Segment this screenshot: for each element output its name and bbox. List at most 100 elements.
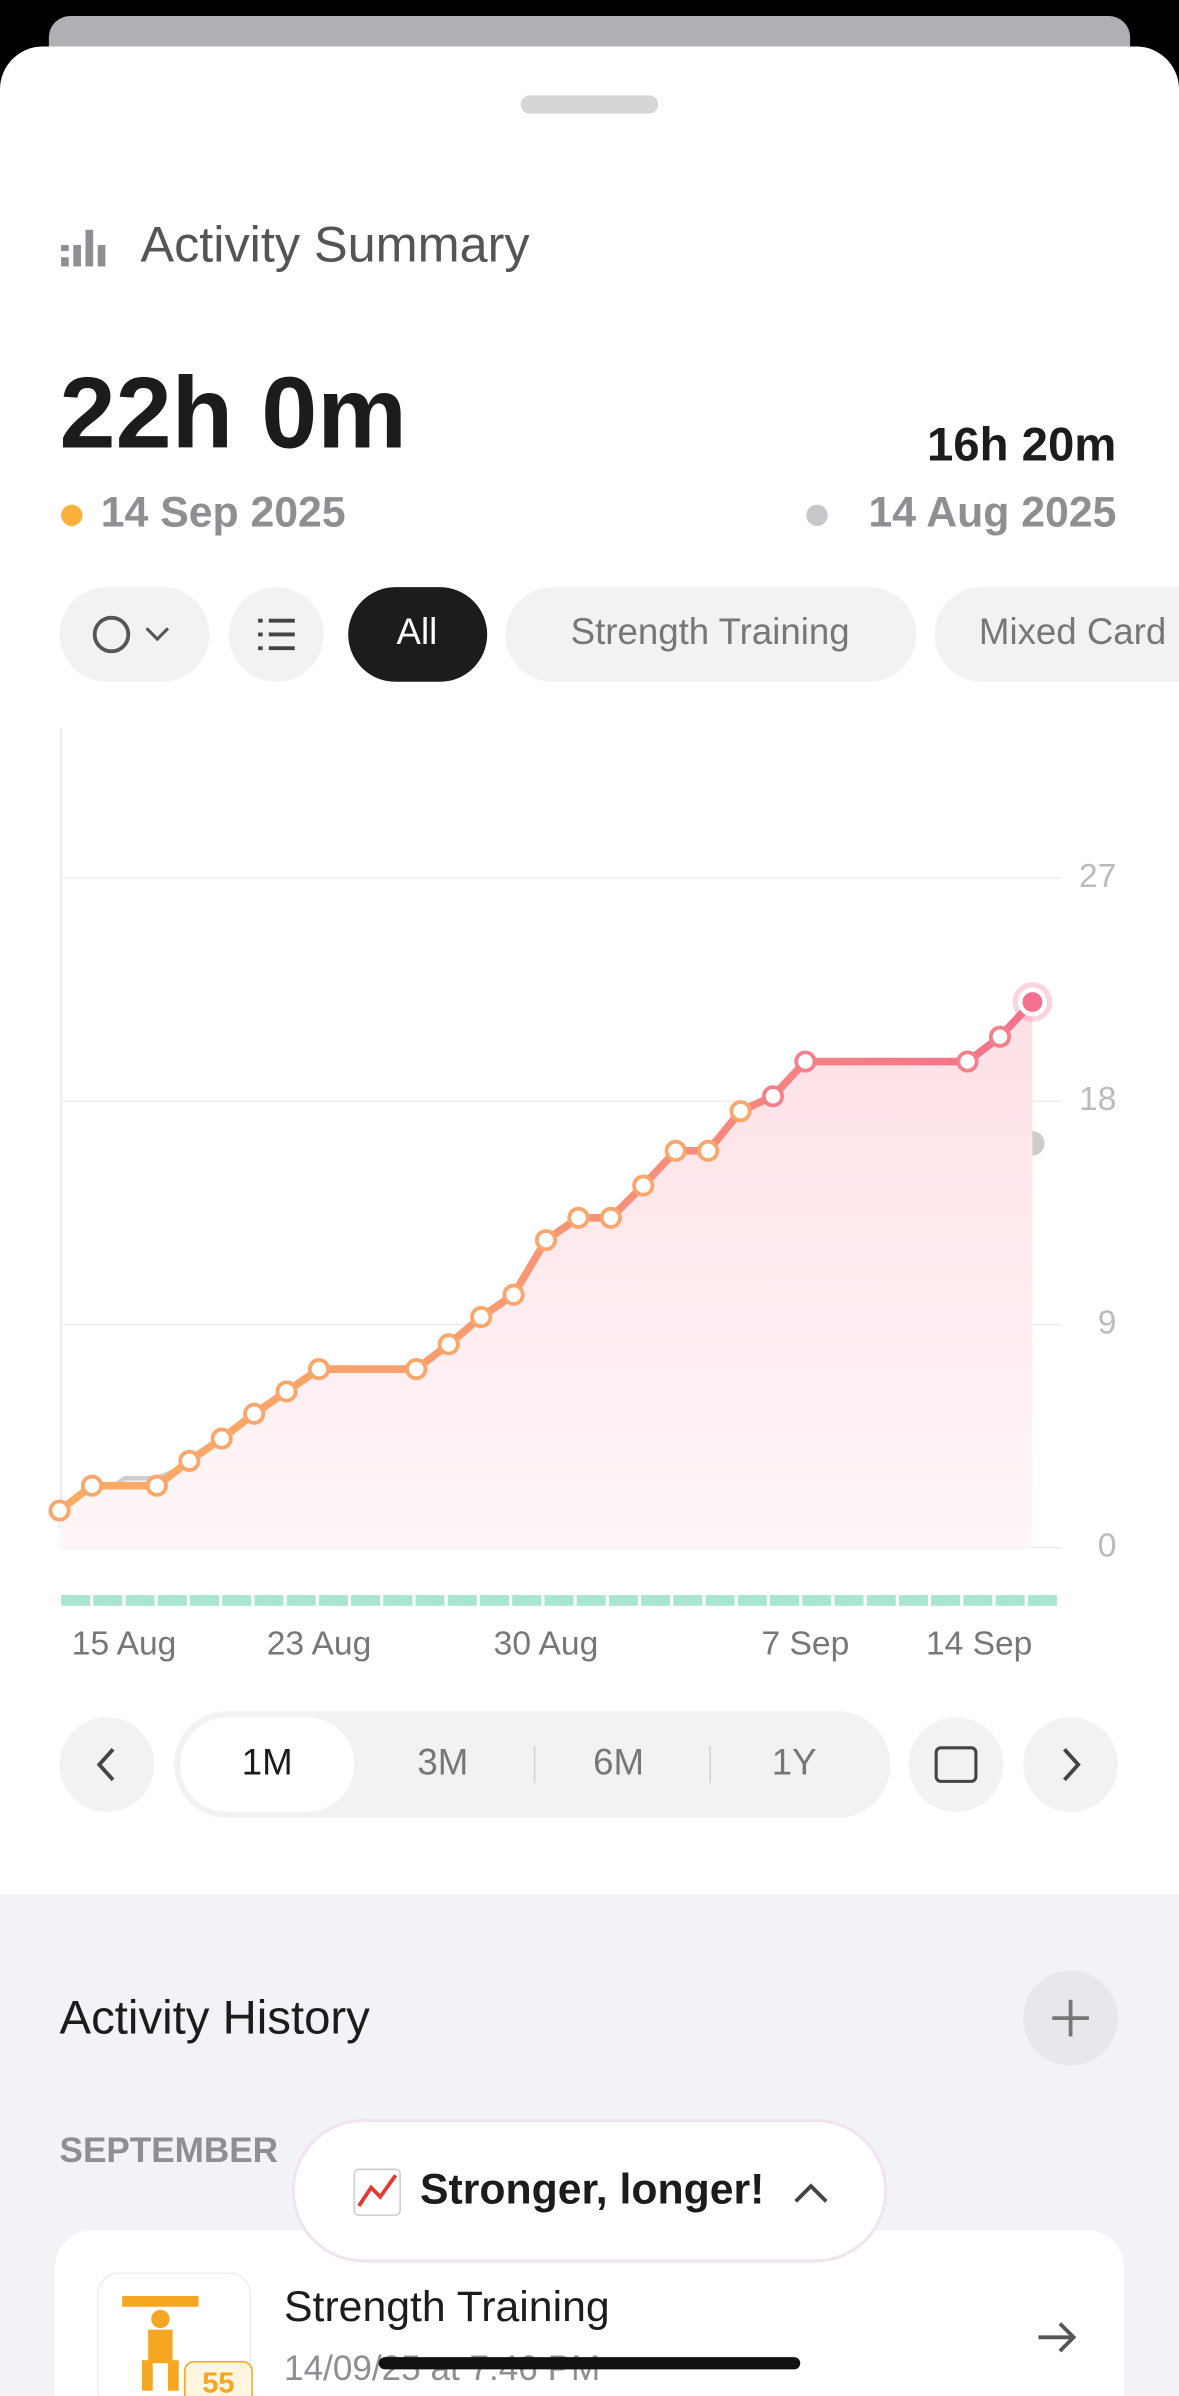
lifter-icon (122, 2296, 199, 2391)
activity-strip (737, 1595, 767, 1606)
activity-strip (93, 1595, 123, 1606)
activity-strip (834, 1595, 864, 1606)
data-point (502, 1283, 525, 1306)
section-label: SEPTEMBER (60, 2131, 279, 2170)
data-point (567, 1206, 590, 1229)
x-tick-label: 14 Sep (926, 1625, 1032, 1662)
prev-button[interactable] (59, 1717, 155, 1812)
current-dot (61, 504, 83, 527)
activity-strip (157, 1595, 187, 1606)
data-point (470, 1305, 493, 1329)
activity-strip (995, 1595, 1025, 1606)
data-point (956, 1050, 979, 1073)
activity-strip (608, 1595, 638, 1606)
period[interactable]: 6M (593, 1741, 644, 1782)
data-point (48, 1499, 71, 1522)
y-tick-label: 9 (1098, 1304, 1117, 1341)
activity-strip (286, 1595, 316, 1606)
activity-strip (866, 1595, 896, 1606)
data-point (729, 1100, 752, 1123)
activity-strip (931, 1595, 961, 1606)
activity-strip (479, 1595, 510, 1606)
handle[interactable] (520, 95, 659, 114)
segment-selected[interactable] (180, 1717, 355, 1812)
chip-label: All (397, 611, 438, 652)
y-tick-label: 27 (1079, 858, 1116, 895)
activity-strip (802, 1595, 832, 1606)
calendar-button[interactable] (908, 1717, 1004, 1812)
activity-title: Strength Training (284, 2283, 610, 2331)
activity-strip (351, 1595, 381, 1606)
activity-strip (125, 1595, 155, 1606)
next-button[interactable] (1023, 1717, 1118, 1812)
period[interactable]: 1Y (772, 1741, 817, 1782)
activity-strip (544, 1595, 574, 1606)
period-selector: 1M 3M 6M 1Y (59, 1711, 1118, 1819)
data-point (664, 1139, 687, 1162)
x-tick-label: 7 Sep (762, 1625, 850, 1662)
data-point (794, 1050, 817, 1073)
toast[interactable] (291, 2118, 888, 2263)
toast-text: Stronger, longer! (420, 2166, 764, 2214)
previous-dot (806, 504, 828, 527)
data-point (1017, 987, 1047, 1017)
chip-label: Strength Training (571, 611, 850, 652)
data-point (599, 1206, 622, 1229)
activity-strip (641, 1595, 671, 1606)
home-indicator (378, 2357, 801, 2370)
activity-strip (705, 1595, 735, 1606)
activity-strip (898, 1595, 928, 1606)
x-tick-label: 23 Aug (267, 1625, 372, 1662)
chevron (145, 627, 170, 642)
data-point (243, 1402, 266, 1425)
data-point (437, 1333, 460, 1356)
timer-icon (92, 615, 131, 654)
data-point (632, 1174, 655, 1197)
activity-strip (222, 1595, 252, 1606)
activity-strip (963, 1595, 993, 1606)
prev-icon (96, 1748, 115, 1782)
segment-bg (174, 1711, 891, 1819)
activity-strip (673, 1595, 703, 1606)
summary-icon (61, 229, 106, 267)
period[interactable]: 3M (417, 1741, 468, 1782)
y-tick-label: 18 (1079, 1081, 1116, 1118)
data-point (210, 1427, 233, 1450)
period[interactable]: 1M (242, 1741, 293, 1782)
activity-strip (61, 1595, 91, 1606)
next-icon (1063, 1748, 1081, 1782)
activity-strip (318, 1595, 348, 1606)
data-point (178, 1449, 201, 1472)
activity-card[interactable] (54, 2230, 1125, 2396)
data-point (307, 1358, 331, 1381)
title: Activity Summary (141, 215, 531, 272)
chip-label: Mixed Card (979, 611, 1166, 652)
current-total: 22h 0m (60, 357, 407, 469)
data-point (534, 1229, 558, 1252)
add-icon (1052, 1999, 1089, 2037)
previous-date: 14 Aug 2025 (868, 489, 1116, 537)
activity-strip (254, 1595, 284, 1606)
current-date: 14 Sep 2025 (101, 489, 346, 537)
activity-strip (1027, 1595, 1057, 1606)
chip-mixed[interactable] (934, 587, 1179, 682)
data-point (988, 1025, 1012, 1048)
data-point (145, 1474, 168, 1497)
list-icon (258, 618, 295, 651)
badge (184, 2360, 253, 2396)
badge-value: 55 (202, 2367, 234, 2396)
area (59, 1002, 1033, 1548)
data-point (405, 1358, 428, 1381)
chip-all[interactable] (348, 587, 488, 682)
activity-strip (383, 1595, 413, 1606)
data-point (275, 1380, 298, 1403)
arrow (1038, 2322, 1077, 2353)
data-point (80, 1474, 104, 1497)
timer-button[interactable] (59, 587, 210, 682)
data-point (761, 1085, 785, 1108)
chip-strength[interactable] (505, 587, 917, 682)
y-tick-label: 0 (1098, 1528, 1117, 1565)
activity-strip (512, 1595, 542, 1606)
